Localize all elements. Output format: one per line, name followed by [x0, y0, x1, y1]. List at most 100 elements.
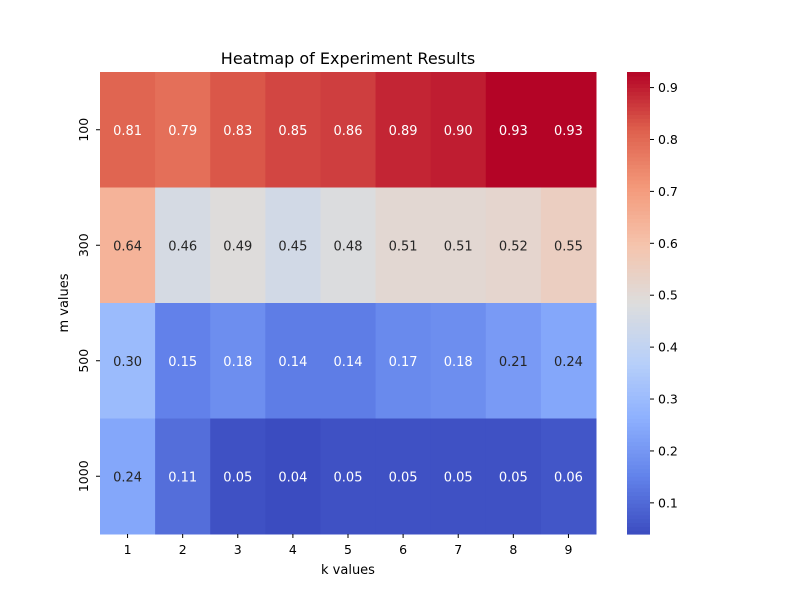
y-tick-label: 100: [76, 118, 91, 142]
heatmap-cell: [265, 418, 321, 535]
colorbar-segment: [627, 356, 650, 362]
colorbar-segment: [627, 441, 650, 447]
cell-value-label: 0.79: [168, 124, 197, 139]
cell-value-label: 0.83: [223, 124, 252, 139]
colorbar-segment: [627, 199, 650, 204]
colorbar-segment: [627, 422, 650, 427]
chart-title: Heatmap of Experiment Results: [221, 49, 475, 68]
cell-value-label: 0.11: [168, 470, 197, 485]
colorbar-segment: [627, 345, 650, 350]
colorbar-segment: [627, 426, 650, 431]
heatmap-cell: [320, 187, 377, 304]
colorbar-segment: [627, 491, 650, 497]
colorbar-segment: [627, 137, 650, 142]
colorbar-segment: [627, 453, 650, 458]
heatmap-cell: [155, 72, 211, 188]
colorbar-segment: [627, 195, 650, 200]
colorbar-segment: [627, 430, 650, 435]
colorbar-segment: [627, 191, 650, 196]
heatmap-cell: [540, 418, 597, 535]
colorbar-segment: [627, 383, 650, 389]
cell-value-label: 0.04: [278, 470, 307, 485]
colorbar-segment: [627, 376, 650, 381]
heatmap-cell: [100, 187, 156, 304]
x-tick-label: 5: [344, 542, 352, 557]
colorbar-segment: [627, 125, 650, 131]
cell-value-label: 0.46: [168, 239, 197, 254]
cell-value-label: 0.05: [334, 470, 363, 485]
heatmap-cell: [265, 72, 321, 188]
colorbar-segment: [627, 218, 650, 223]
colorbar-segment: [627, 299, 650, 304]
colorbar-segment: [627, 457, 650, 462]
heatmap-cell: [210, 418, 266, 535]
colorbar-segment: [627, 314, 650, 319]
x-tick-label: 2: [179, 542, 187, 557]
colorbar-segment: [627, 249, 650, 254]
colorbar-segment: [627, 133, 650, 139]
colorbar-segment: [627, 210, 650, 216]
heatmap-cell: [320, 418, 377, 535]
colorbar-segment: [627, 172, 650, 177]
colorbar-segment: [627, 83, 650, 88]
x-axis-label: k values: [321, 563, 375, 578]
colorbar-segment: [627, 418, 650, 423]
x-tick-label: 9: [564, 542, 572, 557]
colorbar-segment: [627, 226, 650, 231]
colorbar-segment: [627, 141, 650, 146]
colorbar-segment: [627, 368, 650, 373]
cell-value-label: 0.05: [223, 470, 252, 485]
cell-value-label: 0.18: [223, 355, 252, 370]
colorbar-segment: [627, 510, 650, 516]
cell-value-label: 0.15: [168, 355, 197, 370]
colorbar-segment: [627, 175, 650, 181]
colorbar-tick-label: 0.2: [658, 443, 678, 458]
colorbar-segment: [627, 229, 650, 235]
colorbar-segment: [627, 406, 650, 412]
colorbar-segment: [627, 303, 650, 308]
colorbar-tick-label: 0.4: [658, 340, 678, 355]
colorbar-segment: [627, 391, 650, 396]
colorbar-segment: [627, 237, 650, 242]
cell-value-label: 0.05: [389, 470, 418, 485]
colorbar-segment: [627, 449, 650, 454]
cell-value-label: 0.45: [278, 239, 307, 254]
cell-value-label: 0.24: [113, 470, 142, 485]
colorbar-segment: [627, 152, 650, 158]
x-tick-label: 1: [124, 542, 132, 557]
colorbar-segment: [627, 145, 650, 150]
cell-value-label: 0.05: [444, 470, 473, 485]
cell-value-label: 0.52: [499, 239, 528, 254]
cell-value-label: 0.18: [444, 355, 473, 370]
colorbar-segment: [627, 187, 650, 192]
x-tick-label: 8: [509, 542, 517, 557]
colorbar-segment: [627, 395, 650, 400]
colorbar-segment: [627, 202, 650, 208]
x-tick-label: 6: [399, 542, 407, 557]
heatmap-cells: 0.81 0.79 0.83 0.85 0.86 0.89 0.90 0.93 0.93 0.64…: [100, 72, 597, 535]
cell-value-label: 0.06: [554, 470, 583, 485]
cell-value-label: 0.30: [113, 355, 142, 370]
heatmap-cell: [375, 72, 432, 188]
y-axis-ticks: 100 300 500 1000: [76, 118, 100, 492]
heatmap-cell: [375, 187, 432, 304]
colorbar-segment: [627, 295, 650, 300]
colorbar-segment: [627, 445, 650, 450]
heatmap-cell: [155, 303, 211, 419]
heatmap-cell: [210, 303, 266, 419]
cell-value-label: 0.90: [444, 124, 473, 139]
heatmap-cell: [100, 418, 156, 535]
cell-value-label: 0.24: [554, 355, 583, 370]
colorbar-segment: [627, 514, 650, 520]
colorbar-segment: [627, 287, 650, 293]
colorbar-segment: [627, 206, 650, 212]
colorbar-segment: [627, 433, 650, 439]
heatmap-cell: [540, 72, 597, 188]
colorbar-tick-label: 0.1: [658, 495, 678, 510]
cell-value-label: 0.64: [113, 239, 142, 254]
colorbar-segment: [627, 106, 650, 112]
colorbar-segment: [627, 318, 650, 323]
colorbar-segment: [627, 129, 650, 135]
heatmap-cell: [155, 187, 211, 304]
colorbar-segment: [627, 341, 650, 346]
